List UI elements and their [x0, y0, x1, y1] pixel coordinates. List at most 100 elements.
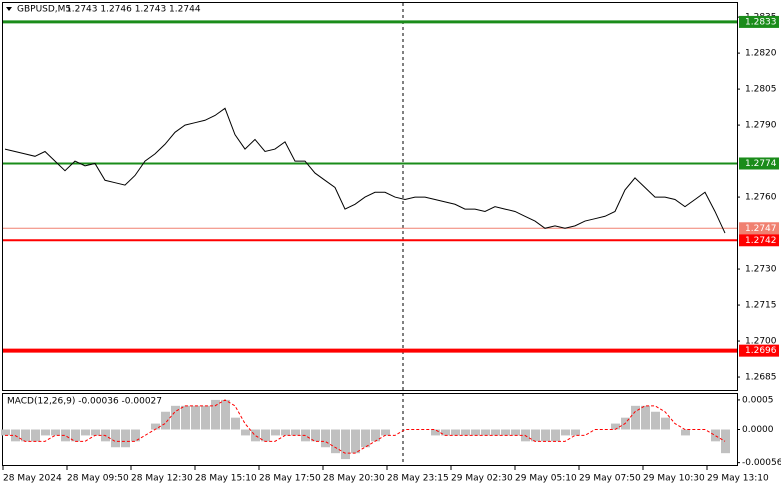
- macd-bar: [231, 417, 240, 430]
- x-tick-label: 28 May 17:50: [259, 474, 321, 484]
- macd-bar: [631, 405, 640, 430]
- macd-bar: [441, 429, 450, 436]
- macd-bar: [131, 429, 140, 442]
- x-tick-label: 28 May 2024: [3, 474, 62, 484]
- macd-bar: [541, 429, 550, 442]
- y-tick-label: 1.2820: [745, 49, 777, 59]
- x-tick-label: 29 May 13:10: [707, 474, 769, 484]
- macd-bar: [201, 405, 210, 430]
- macd-bar: [151, 423, 160, 430]
- macd-bar: [71, 429, 80, 442]
- x-tick-label: 29 May 10:30: [643, 474, 705, 484]
- macd-bar: [121, 429, 130, 448]
- macd-bar: [61, 429, 70, 442]
- macd-bar: [21, 429, 30, 442]
- level-text: 1.2774: [745, 159, 777, 169]
- level-text: 1.2747: [745, 224, 777, 234]
- y-tick-label: 1.2700: [745, 337, 777, 347]
- macd-title: MACD(12,26,9) -0.00036 -0.00027: [7, 397, 162, 407]
- price-line: [4, 107, 726, 234]
- level-text: 1.2696: [745, 346, 777, 356]
- level-box: [739, 157, 779, 170]
- x-tick-label: 28 May 09:50: [67, 474, 129, 484]
- x-tick-label: 28 May 12:30: [131, 474, 193, 484]
- macd-bar: [211, 399, 220, 430]
- macd-bar: [161, 411, 170, 430]
- macd-bar: [641, 405, 650, 430]
- macd-signal: [5, 399, 726, 454]
- level-label: 1.2696: [739, 344, 779, 357]
- y-tick-label: 1.2685: [745, 373, 777, 383]
- macd-bar: [351, 429, 360, 454]
- macd-tick-label: -0.00056: [742, 458, 781, 468]
- level-box: [739, 15, 779, 28]
- y-tick-label: 1.2805: [745, 85, 777, 95]
- symbol: GBPUSD,M5: [17, 5, 71, 15]
- main-panel: [2, 2, 738, 391]
- macd-bar: [721, 429, 730, 454]
- macd-bar: [711, 429, 720, 442]
- x-tick-label: 28 May 23:15: [387, 474, 449, 484]
- level-box: [739, 344, 779, 357]
- x-tick-label: 28 May 20:30: [323, 474, 385, 484]
- macd-bar: [381, 429, 390, 436]
- macd-bar: [251, 429, 260, 442]
- level-label: 1.2833: [739, 15, 779, 28]
- level-box: [739, 222, 779, 235]
- macd-bar: [491, 429, 500, 436]
- y-tick-label: 1.2730: [745, 265, 777, 275]
- level-label: 1.2747: [739, 222, 779, 235]
- macd-bar: [431, 429, 440, 436]
- macd-bar: [41, 429, 50, 436]
- macd-bar: [651, 411, 660, 430]
- macd-bar: [501, 429, 510, 436]
- macd-bar: [191, 405, 200, 430]
- macd-bar: [531, 429, 540, 442]
- x-tick-label: 29 May 07:50: [579, 474, 641, 484]
- y-tick-label: 1.2760: [745, 193, 777, 203]
- macd-bar: [311, 429, 320, 442]
- x-tick-label: 29 May 05:10: [515, 474, 577, 484]
- macd-bar: [321, 429, 330, 448]
- macd-bar: [241, 429, 250, 436]
- macd-bar: [561, 429, 570, 436]
- macd-bar: [461, 429, 470, 436]
- macd-bar: [341, 429, 350, 460]
- macd-bar: [361, 429, 370, 448]
- macd-bar: [271, 429, 280, 436]
- x-tick-label: 29 May 02:30: [451, 474, 513, 484]
- macd-bar: [451, 429, 460, 436]
- macd-bar: [81, 429, 90, 436]
- macd-bar: [91, 429, 100, 436]
- macd-bar: [281, 429, 290, 436]
- level-label: 1.2774: [739, 157, 779, 170]
- macd-bar: [371, 429, 380, 442]
- macd-bar: [1, 429, 10, 436]
- macd-bar: [481, 429, 490, 436]
- macd-bar: [551, 429, 560, 442]
- y-tick-label: 1.2790: [745, 121, 777, 131]
- macd-bar: [331, 429, 340, 454]
- macd-bar: [511, 429, 520, 436]
- macd-bar: [471, 429, 480, 436]
- macd-bar: [221, 399, 230, 430]
- macd-tick-label: 0.0005: [742, 395, 774, 405]
- level-text: 1.2742: [745, 236, 777, 246]
- macd-bar: [261, 429, 270, 442]
- macd-bar: [571, 429, 580, 436]
- level-text: 1.2833: [745, 17, 777, 27]
- macd-tick-label: 0.0000: [742, 425, 774, 435]
- macd-bar: [51, 429, 60, 436]
- quote: 1.2743 1.2746 1.2743 1.2744: [66, 5, 201, 15]
- macd-bar: [171, 405, 180, 430]
- macd-bar: [111, 429, 120, 448]
- macd-bar: [31, 429, 40, 442]
- macd-bar: [661, 417, 670, 430]
- macd-bar: [291, 429, 300, 436]
- y-tick-label: 1.2715: [745, 301, 777, 311]
- level-box: [739, 234, 779, 247]
- macd-bar: [681, 429, 690, 436]
- x-tick-label: 28 May 15:10: [195, 474, 257, 484]
- menu-arrow: [6, 7, 12, 11]
